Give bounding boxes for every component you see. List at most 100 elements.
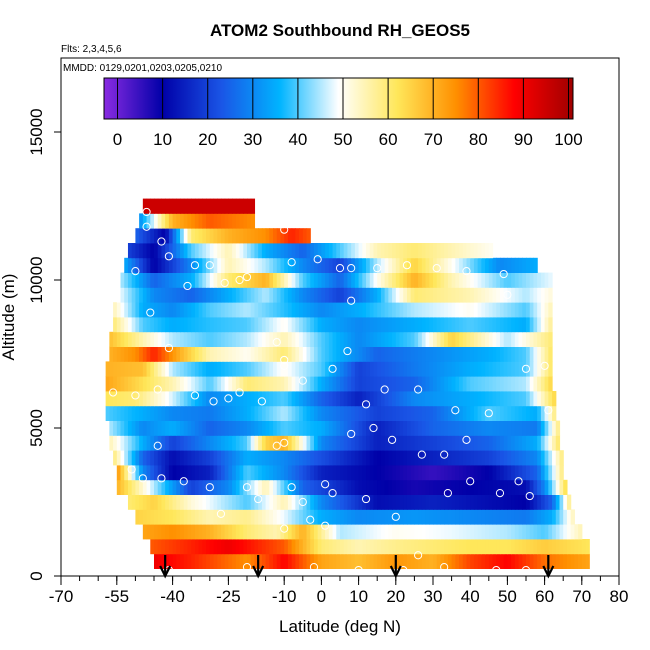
heatmap-cell [455,361,460,377]
heatmap-cell [340,509,345,525]
heatmap-cell [180,272,185,288]
heatmap-cell [433,435,438,451]
heatmap-cell [403,331,408,347]
heatmap-cell [243,228,248,244]
heatmap-cell [254,302,259,318]
heatmap-cell [343,391,349,407]
heatmap-cell [399,317,404,333]
heatmap-cell [388,287,393,303]
heatmap-cell [488,405,494,421]
heatmap-cell [444,494,449,510]
heatmap-cell [358,391,363,407]
heatmap-cell [154,272,159,288]
heatmap-cell [261,376,267,392]
heatmap-cell [202,302,207,318]
heatmap-cell [139,287,144,303]
heatmap-cell [183,346,189,362]
heatmap-cell [183,361,189,377]
heatmap-cell [258,376,263,392]
heatmap-cell [473,331,479,347]
heatmap-cell [343,509,349,525]
heatmap-cell [336,243,341,259]
heatmap-cell [328,287,334,303]
heatmap-cell [302,524,308,540]
heatmap-cell [380,346,386,362]
heatmap-cell [388,479,393,495]
heatmap-cell [507,405,512,421]
heatmap-cell [559,450,564,466]
heatmap-cell [537,376,542,392]
heatmap-cell [477,494,482,510]
heatmap-cell [157,553,163,569]
heatmap-cell [209,302,215,318]
heatmap-cell [232,361,237,377]
heatmap-cell [157,257,163,273]
heatmap-cell [299,494,304,510]
heatmap-cell [548,302,553,318]
heatmap-cell [418,420,423,436]
heatmap-cell [194,376,200,392]
heatmap-cell [384,361,389,377]
heatmap-cell [265,272,270,288]
heatmap-cell [124,287,129,303]
heatmap-cell [220,524,226,540]
heatmap-cell [462,317,468,333]
heatmap-cell [369,331,375,347]
heatmap-cell [533,317,538,333]
heatmap-cell [414,479,419,495]
heatmap-cell [351,420,356,436]
heatmap-cell [369,346,375,362]
heatmap-cell [135,420,140,436]
heatmap-cell [347,376,352,392]
heatmap-cell [194,228,200,244]
x-tick-label: 10 [349,587,368,606]
heatmap-cell [317,420,322,436]
heatmap-cell [473,287,479,303]
heatmap-cell [202,272,207,288]
heatmap-cell [217,450,222,466]
heatmap-cell [328,302,334,318]
heatmap-cell [358,494,363,510]
heatmap-cell [273,479,278,495]
heatmap-cell [228,494,233,510]
heatmap-cell [444,405,449,421]
sample-point [280,225,289,234]
heatmap-cell [447,494,453,510]
heatmap-cell [224,553,229,569]
heatmap-cell [310,524,315,540]
sample-point [503,290,512,299]
sample-point [521,364,531,373]
heatmap-cell [269,302,274,318]
heatmap-cell [540,553,546,569]
heatmap-cell [507,509,512,525]
heatmap-cell [224,346,229,362]
heatmap-cell [351,539,356,555]
heatmap-cell [384,465,389,481]
heatmap-cell [406,287,412,303]
heatmap-cell [247,331,252,347]
heatmap-cell [150,509,155,525]
colorbar-tick-label: 30 [243,130,262,149]
heatmap-cell [154,405,159,421]
heatmap-cell [429,450,434,466]
heatmap-cell [340,479,345,495]
heatmap-cell [332,465,337,481]
heatmap-cell [235,376,241,392]
heatmap-cell [537,509,542,525]
heatmap-cell [406,346,412,362]
heatmap-cell [291,391,296,407]
heatmap-cell [258,243,263,259]
heatmap-cell [526,391,531,407]
heatmap-cell [380,494,386,510]
heatmap-cell [388,450,393,466]
heatmap-cell [477,553,482,569]
heatmap-cell [310,376,315,392]
heatmap-cell [496,302,501,318]
sample-point [235,388,244,397]
heatmap-cell [447,479,453,495]
heatmap-cell [157,272,163,288]
heatmap-cell [418,539,423,555]
heatmap-cell [206,317,211,333]
heatmap-cell [295,494,300,510]
heatmap-cell [343,405,349,421]
